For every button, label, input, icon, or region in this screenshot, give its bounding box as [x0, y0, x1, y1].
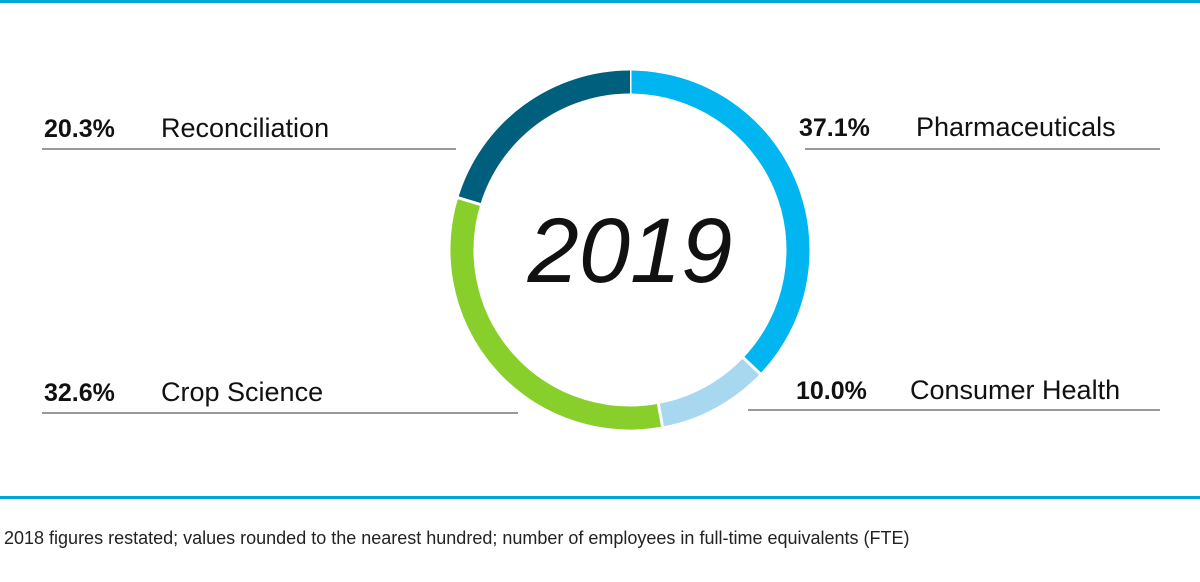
- slice-separator: [734, 348, 770, 383]
- consumer-health-label: Consumer Health: [910, 375, 1120, 405]
- pharmaceuticals-label: Pharmaceuticals: [916, 112, 1116, 142]
- slice-separator: [446, 192, 492, 210]
- reconciliation-value: 20.3%: [44, 115, 115, 143]
- footnote: 2018 figures restated; values rounded to…: [4, 528, 910, 548]
- top-rule: [0, 0, 1200, 3]
- reconciliation-label: Reconciliation: [161, 113, 329, 143]
- slice-reconciliation: [458, 70, 631, 205]
- slice-pharmaceuticals: [629, 70, 810, 374]
- consumer-health-value: 10.0%: [796, 377, 867, 405]
- bottom-rule: [0, 496, 1200, 499]
- pharmaceuticals-value: 37.1%: [799, 114, 870, 142]
- donut-chart: 2019 37.1% Pharmaceuticals 10.0% Consume…: [42, 59, 1160, 439]
- donut-slices: [446, 59, 810, 439]
- crop-science-label: Crop Science: [161, 377, 323, 407]
- slice-consumer-health: [658, 357, 761, 427]
- crop-science-value: 32.6%: [44, 379, 115, 407]
- slice-separator: [654, 392, 667, 439]
- center-year-label: 2019: [527, 200, 733, 302]
- slice-crop-science: [450, 197, 663, 430]
